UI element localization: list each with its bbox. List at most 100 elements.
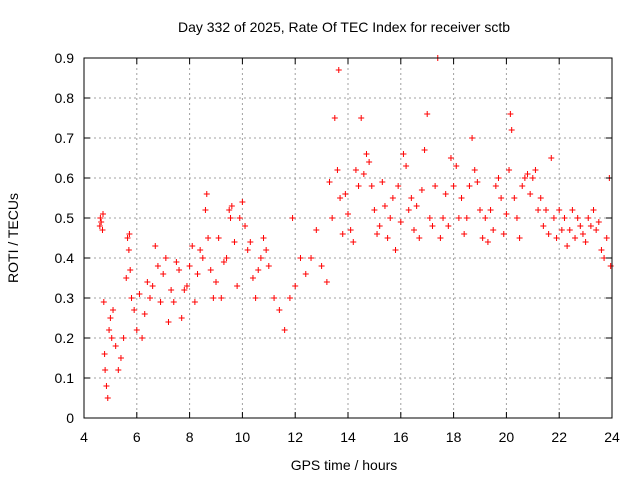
data-point bbox=[152, 243, 159, 249]
data-point bbox=[418, 187, 425, 193]
data-point bbox=[215, 235, 222, 241]
data-point bbox=[405, 207, 412, 213]
data-point bbox=[108, 335, 115, 341]
y-axis-label: ROTI / TECUs bbox=[5, 193, 21, 283]
data-point bbox=[558, 227, 565, 233]
data-point bbox=[527, 191, 534, 197]
data-point bbox=[572, 235, 579, 241]
data-point bbox=[263, 247, 270, 253]
data-point bbox=[511, 195, 518, 201]
data-point bbox=[139, 335, 146, 341]
data-point bbox=[281, 327, 288, 333]
data-point bbox=[125, 247, 132, 253]
data-point bbox=[607, 263, 614, 269]
y-tick-label: 0.3 bbox=[55, 290, 75, 306]
data-point bbox=[519, 183, 526, 189]
data-point bbox=[482, 215, 489, 221]
data-point bbox=[102, 367, 109, 373]
data-point bbox=[271, 295, 278, 301]
data-point bbox=[100, 299, 107, 305]
data-point bbox=[374, 231, 381, 237]
data-point bbox=[199, 255, 206, 261]
x-tick-label: 4 bbox=[80, 429, 88, 445]
data-point bbox=[513, 215, 520, 221]
data-point bbox=[424, 111, 431, 117]
y-tick-label: 0.4 bbox=[55, 250, 75, 266]
data-point bbox=[255, 267, 262, 273]
data-point bbox=[218, 295, 225, 301]
data-point bbox=[490, 227, 497, 233]
data-point bbox=[426, 215, 433, 221]
data-point bbox=[400, 151, 407, 157]
data-point bbox=[463, 215, 470, 221]
data-point bbox=[403, 163, 410, 169]
data-point bbox=[445, 223, 452, 229]
data-point bbox=[194, 271, 201, 277]
data-point bbox=[178, 315, 185, 321]
data-point bbox=[191, 299, 198, 305]
data-point bbox=[97, 215, 104, 221]
data-point bbox=[144, 279, 151, 285]
grid-lines bbox=[84, 58, 612, 418]
data-point bbox=[329, 215, 336, 221]
data-point bbox=[411, 227, 417, 233]
data-point bbox=[115, 367, 122, 373]
data-point bbox=[440, 215, 447, 221]
data-point bbox=[479, 235, 486, 241]
data-point bbox=[210, 295, 217, 301]
data-point bbox=[110, 307, 117, 313]
data-point bbox=[99, 227, 106, 233]
data-point bbox=[471, 167, 478, 173]
data-point bbox=[450, 183, 457, 189]
data-point bbox=[249, 275, 256, 281]
data-point bbox=[442, 191, 449, 197]
data-point bbox=[355, 183, 362, 189]
data-point bbox=[189, 243, 196, 249]
data-point bbox=[521, 175, 528, 181]
data-point bbox=[495, 175, 502, 181]
data-point bbox=[598, 247, 605, 253]
data-point bbox=[239, 199, 246, 205]
data-point bbox=[535, 207, 542, 213]
data-point bbox=[128, 295, 135, 301]
data-point bbox=[186, 263, 193, 269]
data-point bbox=[326, 179, 333, 185]
data-point bbox=[484, 239, 491, 245]
y-tick-label: 0.8 bbox=[55, 90, 75, 106]
data-point bbox=[149, 283, 156, 289]
data-point bbox=[545, 231, 552, 237]
data-point bbox=[126, 231, 133, 237]
data-point bbox=[124, 235, 131, 241]
data-point bbox=[308, 255, 315, 261]
data-point bbox=[226, 207, 233, 213]
data-point bbox=[227, 215, 234, 221]
data-point bbox=[252, 295, 259, 301]
data-point bbox=[561, 215, 568, 221]
data-point bbox=[585, 215, 592, 221]
data-point bbox=[587, 223, 594, 229]
data-point bbox=[603, 235, 610, 241]
data-point bbox=[352, 167, 359, 173]
data-point bbox=[213, 279, 219, 285]
data-point bbox=[207, 267, 214, 273]
x-tick-label: 12 bbox=[287, 429, 303, 445]
data-point bbox=[590, 207, 597, 213]
data-point bbox=[477, 207, 483, 213]
data-point bbox=[347, 227, 354, 233]
data-point bbox=[236, 215, 243, 221]
data-point bbox=[242, 223, 249, 229]
data-point bbox=[197, 247, 204, 253]
data-point bbox=[323, 279, 330, 285]
data-point bbox=[127, 267, 134, 273]
x-tick-label: 14 bbox=[340, 429, 356, 445]
x-tick-label: 22 bbox=[551, 429, 567, 445]
data-point bbox=[368, 183, 375, 189]
data-point bbox=[160, 271, 167, 277]
data-point bbox=[220, 259, 227, 265]
data-point bbox=[553, 235, 560, 241]
data-point bbox=[176, 267, 183, 273]
data-point bbox=[537, 195, 544, 201]
data-point bbox=[112, 343, 119, 349]
data-point bbox=[103, 383, 110, 389]
data-point bbox=[569, 207, 576, 213]
